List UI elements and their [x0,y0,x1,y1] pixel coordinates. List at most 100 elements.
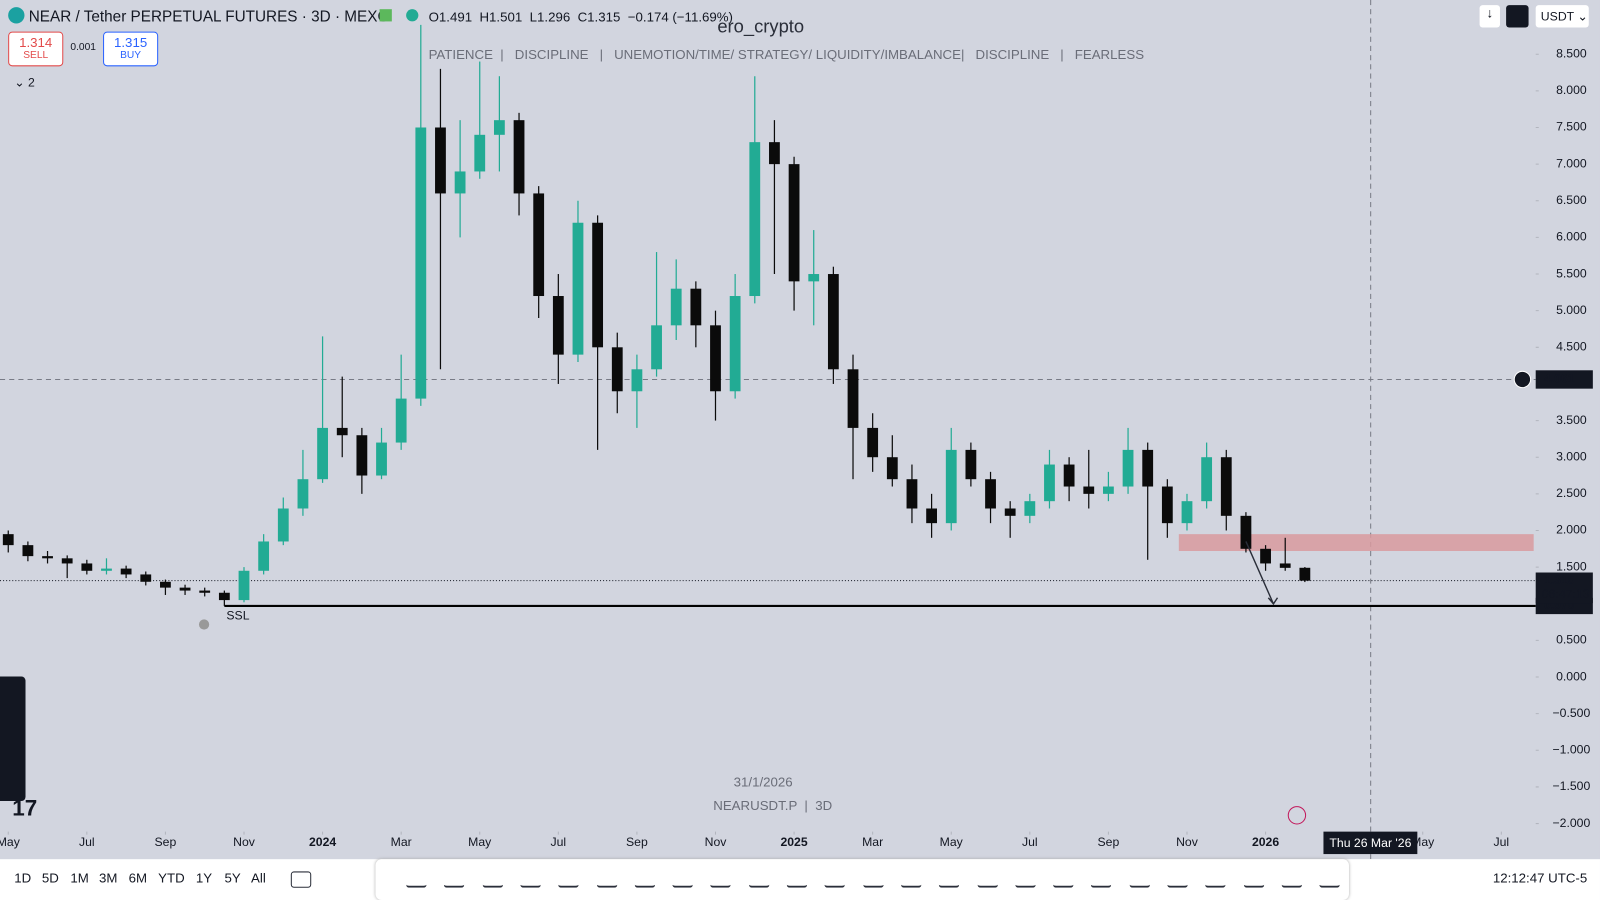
y-tick-label: 7.000 [1556,156,1587,170]
currency: USDT [1540,9,1574,24]
x-tick-label: Nov [705,835,728,849]
drawing-tool[interactable] [748,871,770,888]
candle-body [611,347,623,392]
candle-body [867,427,879,458]
drawing-tool[interactable] [1281,871,1302,888]
drawing-tool[interactable] [1167,871,1188,888]
watermark-author: ero_crypto [717,16,805,37]
range-button[interactable]: 1Y [195,870,213,886]
x-tick-label: 2025 [780,835,807,849]
drawing-tool[interactable] [710,871,732,888]
candle-body [140,574,152,582]
y-tick-label: −0.500 [1553,706,1591,720]
candle-body [1103,486,1114,494]
candle-body [376,442,387,476]
indicator-toggle[interactable]: ⌄ 2 [14,75,35,90]
date-range-icon[interactable] [290,871,312,888]
candle-body [2,534,14,546]
drawing-tool[interactable] [482,871,503,888]
candle-body [1004,508,1016,516]
candle-body [317,427,328,480]
download-button[interactable]: ↓ [1479,5,1500,28]
drawing-tool[interactable] [786,871,808,888]
range-button[interactable]: All [251,870,266,886]
candle-body [1260,548,1271,564]
candle-body [769,142,780,165]
range-button[interactable]: 3M [98,870,118,886]
watermark-symbol: NEARUSDT.P | 3D [713,797,833,814]
drawing-tool[interactable] [1091,871,1112,888]
candle-body [474,134,486,172]
candle-body [1024,501,1036,516]
candle-body [572,222,584,355]
drawing-tool[interactable] [672,871,693,888]
drawing-tool[interactable] [1129,871,1150,888]
range-button[interactable]: 1M [70,870,89,886]
candle-body [415,127,427,399]
x-tick-label: May [468,835,492,849]
drawing-tool[interactable] [1015,871,1036,888]
alert-icon[interactable] [1287,806,1307,825]
drawing-tool[interactable] [406,871,427,888]
range-button[interactable]: 5D [41,870,59,886]
candle-body [729,296,741,392]
candle-body [1083,486,1095,494]
x-tick-label: Sep [155,835,177,849]
range-button[interactable]: 1D [14,870,32,886]
sell-button[interactable]: 1.314 SELL [8,31,64,67]
candle-body [277,508,289,542]
candle-body [336,427,348,436]
y-tick-label: 5.000 [1556,303,1587,317]
candle-body [454,171,466,194]
candle-body [238,570,250,601]
drawing-tool[interactable] [520,871,541,888]
candle-body [218,592,230,601]
candle-body [651,325,662,370]
watermark-date: 31/1/2026 [733,774,793,790]
drawing-tool[interactable] [1205,871,1226,888]
candle-body [22,545,34,557]
drawing-tool[interactable] [862,871,884,888]
drawing-tool[interactable] [900,871,922,888]
drawing-tool[interactable] [596,871,617,888]
drawing-tool[interactable] [1243,871,1264,888]
range-button[interactable]: 5Y [224,870,241,886]
candle-body [906,479,918,509]
candle-body [1063,464,1075,487]
currency-select[interactable]: USDT ⌄ [1535,5,1589,28]
drawing-toolbar [375,859,1349,900]
drawing-tool[interactable] [977,871,998,888]
candle-body [945,449,957,524]
candle-body [42,556,53,559]
range-button[interactable]: 6M [128,870,148,886]
candle-body [1181,501,1193,524]
ohlc-close: C1.315 [577,9,621,25]
drawing-tool[interactable] [444,871,465,888]
drawing-tool[interactable] [938,871,960,888]
projection-arrow [1245,541,1279,606]
candle-body [985,479,996,509]
ohlc: O1.491 H1.501 L1.296 C1.315 −0.174 (−11.… [429,9,733,24]
x-tick-label: Jul [79,835,95,849]
candle-body [808,274,820,282]
refresh-button[interactable] [1506,5,1529,28]
symbol-title[interactable]: NEAR / Tether PERPETUAL FUTURES · 3D · M… [8,7,389,26]
range-button[interactable]: YTD [158,870,185,886]
add-alert-button[interactable] [1513,370,1532,389]
candle-body [297,479,309,509]
supply-zone [1178,534,1534,551]
candle-body [690,288,702,326]
y-tick-label: 3.500 [1556,413,1587,427]
buy-button[interactable]: 1.315 BUY [103,31,159,67]
ohlc-open: O1.491 [428,9,473,25]
drawing-tool[interactable] [1053,871,1074,888]
drawing-tool[interactable] [634,871,655,888]
drawing-tool[interactable] [824,871,846,888]
y-tick-label: 8.500 [1556,46,1587,60]
candle-body [1240,515,1252,549]
side-toolbar[interactable] [0,676,26,802]
drawing-tool[interactable] [1319,871,1340,888]
drawing-tool[interactable] [558,871,579,888]
x-tick-label: Sep [626,835,648,849]
